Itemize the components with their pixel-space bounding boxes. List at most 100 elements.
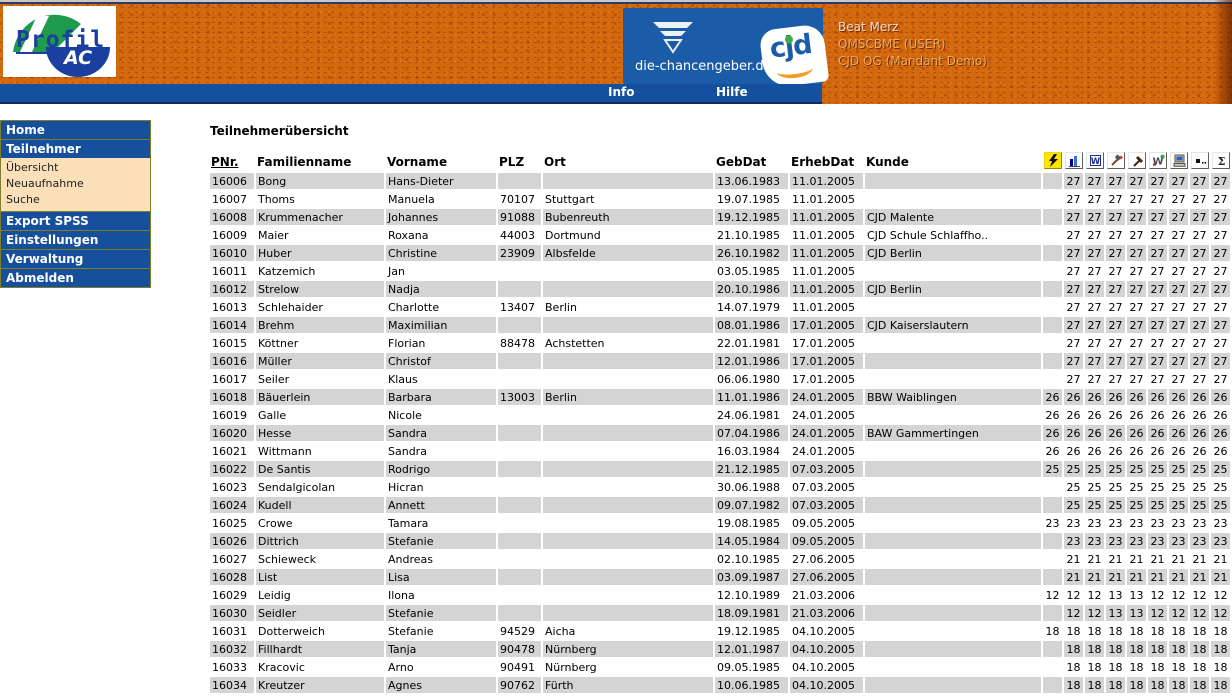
dots-icon[interactable] xyxy=(1191,152,1209,169)
cell-familienname: Leidig xyxy=(258,588,291,602)
table-row: 16020 Hesse Sandra 07.04.1986 24.01.2005 BAW … xyxy=(210,425,1230,441)
cell-plz: 44003 xyxy=(500,228,535,242)
column-header-plz: PLZ xyxy=(499,155,525,169)
bar-chart-icon[interactable] xyxy=(1065,152,1083,169)
sidebar-item-abmelden[interactable]: Abmelden xyxy=(0,268,151,288)
cell-score: 18 xyxy=(1045,624,1060,638)
top-line xyxy=(0,2,1232,4)
cell-score: 27 xyxy=(1211,245,1230,261)
cell-score: 13 xyxy=(1127,605,1146,621)
cell-familienname: Maier xyxy=(258,228,289,242)
cell-erhebdat: 11.01.2005 xyxy=(792,192,855,206)
cell-score: 27 xyxy=(1087,300,1102,314)
cell-erhebdat: 24.01.2005 xyxy=(790,425,863,441)
cell-ort xyxy=(543,371,713,387)
top-strip xyxy=(0,0,1232,2)
cell-score: 26 xyxy=(1064,425,1083,441)
cell-ort xyxy=(543,497,713,513)
cell-score: 27 xyxy=(1213,372,1228,386)
cell-score: 27 xyxy=(1127,281,1146,297)
sidebar-item-einstellungen[interactable]: Einstellungen xyxy=(0,230,151,250)
cell-score xyxy=(1043,659,1062,675)
sidebar-item-export-spss[interactable]: Export SPSS xyxy=(0,211,151,231)
cell-vorname: Florian xyxy=(388,336,426,350)
sidebar-subitem-suche[interactable]: Suche xyxy=(6,193,40,206)
sidebar-item-teilnehmer[interactable]: Teilnehmer xyxy=(0,139,151,159)
cell-gebdat: 19.08.1985 xyxy=(717,516,780,530)
cell-score: 27 xyxy=(1108,372,1123,386)
cell-score: 18 xyxy=(1129,624,1144,638)
chart-wizard-icon[interactable]: W xyxy=(1149,152,1167,169)
table-row: 16028 List Lisa 03.09.1987 27.06.2005 21 21 21 2… xyxy=(210,569,1230,585)
computer-icon[interactable] xyxy=(1170,152,1188,169)
cell-score: 27 xyxy=(1064,317,1083,333)
cell-gebdat: 21.12.1985 xyxy=(715,461,788,477)
sigma-icon[interactable]: Σ xyxy=(1212,152,1230,169)
cell-erhebdat: 09.05.2005 xyxy=(790,533,863,549)
hammer-icon[interactable] xyxy=(1128,152,1146,169)
cell-score: 27 xyxy=(1106,317,1125,333)
cell-score: 18 xyxy=(1192,624,1207,638)
cell-score: 18 xyxy=(1127,677,1146,693)
cell-score: 26 xyxy=(1087,408,1102,422)
cell-score: 12 xyxy=(1190,605,1209,621)
menu-info[interactable]: Info xyxy=(608,85,635,99)
word-document-icon[interactable]: W xyxy=(1086,152,1104,169)
table-row: 16014 Brehm Maximilian 08.01.1986 17.01.2005… xyxy=(210,317,1230,333)
tools-icon[interactable] xyxy=(1107,152,1125,169)
cell-score: 18 xyxy=(1150,624,1165,638)
cell-kunde: CJD Berlin xyxy=(865,281,1041,297)
cell-gebdat: 22.01.1981 xyxy=(717,336,780,350)
cell-score: 18 xyxy=(1211,641,1230,657)
cell-vorname: Christine xyxy=(386,245,496,261)
profil-ac-logo[interactable]: Profil AC xyxy=(3,6,116,77)
cell-score: 12 xyxy=(1169,605,1188,621)
cell-vorname: Roxana xyxy=(388,228,429,242)
cell-score: 26 xyxy=(1148,425,1167,441)
column-header-dots-icon xyxy=(1190,152,1209,171)
sidebar-item-verwaltung[interactable]: Verwaltung xyxy=(0,249,151,269)
cell-ort xyxy=(543,587,713,603)
cell-score: 12 xyxy=(1045,588,1060,602)
table-row: 16010 Huber Christine 23909 Albsfelde 26.10.1… xyxy=(210,245,1230,261)
cell-vorname: Tanja xyxy=(386,641,496,657)
cell-score: 27 xyxy=(1169,281,1188,297)
cell-gebdat: 10.06.1985 xyxy=(715,677,788,693)
cell-score: 25 xyxy=(1169,461,1188,477)
flash-icon[interactable] xyxy=(1044,152,1062,169)
chancengeber-emblem-icon xyxy=(653,22,693,54)
cell-score: 18 xyxy=(1129,660,1144,674)
cell-score: 25 xyxy=(1192,480,1207,494)
table-row: 16006 Bong Hans-Dieter 13.06.1983 11.01.2005… xyxy=(210,173,1230,189)
sidebar-item-home[interactable]: Home xyxy=(0,120,151,140)
cell-score: 12 xyxy=(1148,605,1167,621)
cell-vorname: Stefanie xyxy=(388,624,434,638)
cell-gebdat: 12.01.1986 xyxy=(715,353,788,369)
cell-pnr: 16013 xyxy=(212,300,247,314)
cell-gebdat: 03.09.1987 xyxy=(715,569,788,585)
cell-familienname: Huber xyxy=(256,245,384,261)
cell-score: 21 xyxy=(1192,552,1207,566)
cell-familienname: List xyxy=(256,569,384,585)
cell-pnr: 16010 xyxy=(210,245,254,261)
cell-score: 27 xyxy=(1087,372,1102,386)
cell-ort: Nürnberg xyxy=(543,641,713,657)
cell-kunde xyxy=(865,677,1041,693)
cell-gebdat: 12.10.1989 xyxy=(717,588,780,602)
cell-score: 25 xyxy=(1064,461,1083,477)
sidebar-subitem-bersicht[interactable]: Übersicht xyxy=(6,161,59,174)
sidebar-subitem-neuaufnahme[interactable]: Neuaufnahme xyxy=(6,177,84,190)
cell-erhebdat: 27.06.2005 xyxy=(792,552,855,566)
cell-score: 27 xyxy=(1106,173,1125,189)
cell-vorname: Ilona xyxy=(388,588,415,602)
cell-score: 27 xyxy=(1171,300,1186,314)
cell-score xyxy=(1043,677,1062,693)
cell-score: 18 xyxy=(1127,641,1146,657)
cell-ort xyxy=(543,281,713,297)
menu-hilfe[interactable]: Hilfe xyxy=(716,85,748,99)
cell-score: 27 xyxy=(1127,317,1146,333)
cell-score: 25 xyxy=(1211,461,1230,477)
column-header-pnr-link[interactable]: PNr. xyxy=(211,155,239,169)
cell-score: 26 xyxy=(1087,444,1102,458)
cell-score: 18 xyxy=(1108,660,1123,674)
